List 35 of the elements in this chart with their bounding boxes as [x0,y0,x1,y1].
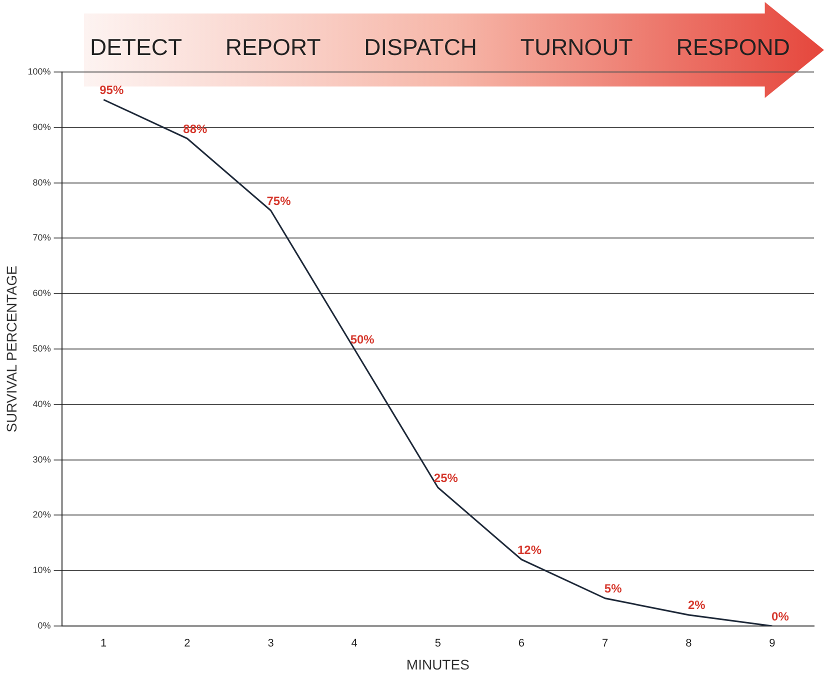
text: REPORT [225,34,321,60]
text: TURNOUT [520,34,633,60]
data-label: 25% [434,470,458,485]
x-tick-label: 9 [769,638,776,650]
y-tick-label: 100% [28,66,51,76]
data-label: 50% [350,332,375,346]
y-axis-title: SURVIVAL PERCENTAGE [3,266,20,432]
data-label: 95% [100,83,124,98]
y-tick-label: 40% [32,398,51,409]
data-label: 12% [517,542,542,557]
text: DETECT [90,34,182,60]
x-tick-label: 8 [686,638,692,650]
y-tick-label: 70% [32,232,51,243]
y-tick-label: 0% [38,620,51,630]
x-tick-label: 5 [434,638,441,650]
y-tick-label: 20% [32,510,51,520]
y-tick-label: 90% [32,122,51,132]
y-tick-label: 80% [32,177,51,188]
y-tick-label: 10% [32,565,51,576]
x-tick-label: 1 [100,638,107,650]
x-tick-label: 3 [268,638,274,650]
text: RESPOND [676,34,790,60]
text: DISPATCH [364,34,478,60]
data-label: 0% [772,609,790,624]
y-tick-label: 30% [32,454,51,464]
y-tick-label: 50% [32,343,51,354]
x-tick-label: 4 [351,638,358,650]
x-tick-label: 6 [518,638,525,650]
x-axis-title: MINUTES [406,656,470,672]
x-tick-label: 7 [602,638,608,650]
x-tick-label: 2 [184,638,190,650]
y-tick-label: 60% [32,288,51,298]
data-label: 2% [688,598,706,612]
data-label: 75% [266,194,292,208]
data-label: 5% [604,582,622,596]
